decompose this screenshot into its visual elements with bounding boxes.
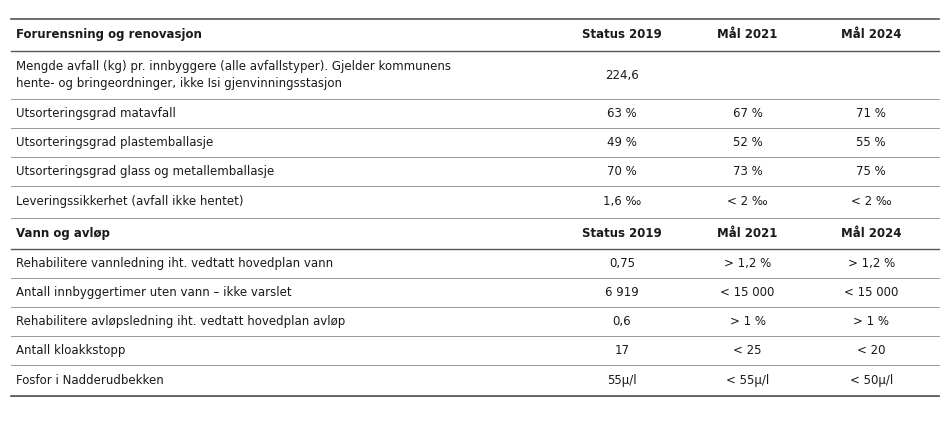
Text: 75 %: 75 % — [856, 165, 886, 178]
Text: Forurensning og renovasjon: Forurensning og renovasjon — [16, 28, 202, 41]
Text: > 1 %: > 1 % — [730, 315, 766, 328]
Text: < 50μ/l: < 50μ/l — [849, 374, 893, 387]
Text: Leveringssikkerhet (avfall ikke hentet): Leveringssikkerhet (avfall ikke hentet) — [16, 196, 243, 208]
Text: 0,6: 0,6 — [613, 315, 631, 328]
Text: 63 %: 63 % — [607, 108, 637, 120]
Text: < 15 000: < 15 000 — [844, 286, 899, 299]
Text: Status 2019: Status 2019 — [582, 28, 661, 41]
Text: < 55μ/l: < 55μ/l — [726, 374, 770, 387]
Text: Mål 2021: Mål 2021 — [717, 28, 778, 41]
Text: Antall kloakkstopp: Antall kloakkstopp — [16, 344, 125, 357]
Text: Status 2019: Status 2019 — [582, 227, 661, 240]
Text: 55 %: 55 % — [856, 136, 886, 149]
Text: 52 %: 52 % — [732, 136, 763, 149]
Text: Mengde avfall (kg) pr. innbyggere (alle avfallstyper). Gjelder kommunens: Mengde avfall (kg) pr. innbyggere (alle … — [16, 60, 451, 73]
Text: 1,6 ‰: 1,6 ‰ — [602, 196, 641, 208]
Text: Mål 2024: Mål 2024 — [841, 227, 902, 240]
Text: 17: 17 — [615, 344, 629, 357]
Text: 71 %: 71 % — [856, 108, 886, 120]
Text: Utsorteringsgrad glass og metallemballasje: Utsorteringsgrad glass og metallemballas… — [16, 165, 275, 178]
Text: > 1 %: > 1 % — [853, 315, 889, 328]
Text: 73 %: 73 % — [732, 165, 763, 178]
Text: 55μ/l: 55μ/l — [607, 374, 637, 387]
Text: < 2 ‰: < 2 ‰ — [851, 196, 891, 208]
Text: < 25: < 25 — [733, 344, 762, 357]
Text: Rehabilitere avløpsledning iht. vedtatt hovedplan avløp: Rehabilitere avløpsledning iht. vedtatt … — [16, 315, 346, 328]
Text: 67 %: 67 % — [732, 108, 763, 120]
Text: < 2 ‰: < 2 ‰ — [728, 196, 768, 208]
Text: 49 %: 49 % — [607, 136, 637, 149]
Text: Rehabilitere vannledning iht. vedtatt hovedplan vann: Rehabilitere vannledning iht. vedtatt ho… — [16, 257, 333, 270]
Text: Mål 2024: Mål 2024 — [841, 28, 902, 41]
Text: < 15 000: < 15 000 — [720, 286, 775, 299]
Text: Fosfor i Nadderudbekken: Fosfor i Nadderudbekken — [16, 374, 164, 387]
Text: 224,6: 224,6 — [605, 68, 638, 82]
Text: Mål 2021: Mål 2021 — [717, 227, 778, 240]
Text: Vann og avløp: Vann og avløp — [16, 227, 110, 240]
Text: Utsorteringsgrad plastemballasje: Utsorteringsgrad plastemballasje — [16, 136, 214, 149]
Text: > 1,2 %: > 1,2 % — [847, 257, 895, 270]
Text: Utsorteringsgrad matavfall: Utsorteringsgrad matavfall — [16, 108, 176, 120]
Text: 6 919: 6 919 — [605, 286, 638, 299]
Text: 70 %: 70 % — [607, 165, 637, 178]
Text: Antall innbyggertimer uten vann – ikke varslet: Antall innbyggertimer uten vann – ikke v… — [16, 286, 292, 299]
Text: 0,75: 0,75 — [609, 257, 635, 270]
Text: > 1,2 %: > 1,2 % — [724, 257, 771, 270]
Text: < 20: < 20 — [857, 344, 885, 357]
Text: hente- og bringeordninger, ikke Isi gjenvinningsstasjon: hente- og bringeordninger, ikke Isi gjen… — [16, 77, 342, 90]
